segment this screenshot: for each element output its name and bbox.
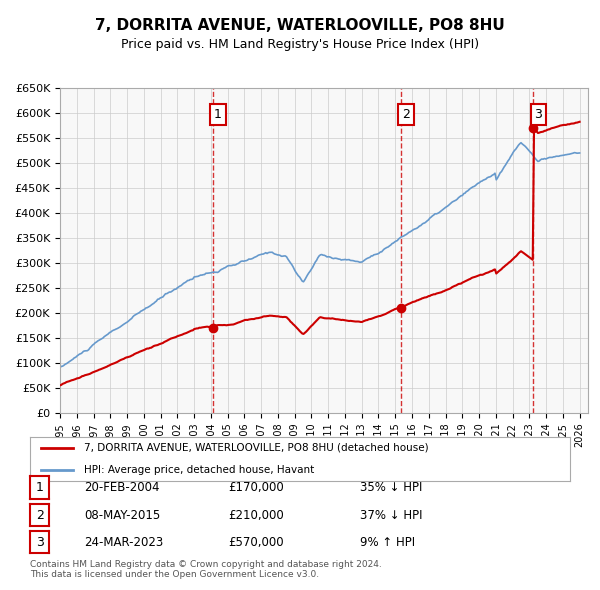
Text: Contains HM Land Registry data © Crown copyright and database right 2024.
This d: Contains HM Land Registry data © Crown c… xyxy=(30,560,382,579)
Text: 7, DORRITA AVENUE, WATERLOOVILLE, PO8 8HU (detached house): 7, DORRITA AVENUE, WATERLOOVILLE, PO8 8H… xyxy=(84,442,428,453)
Text: 7, DORRITA AVENUE, WATERLOOVILLE, PO8 8HU: 7, DORRITA AVENUE, WATERLOOVILLE, PO8 8H… xyxy=(95,18,505,32)
Text: 1: 1 xyxy=(214,108,222,121)
Text: HPI: Average price, detached house, Havant: HPI: Average price, detached house, Hava… xyxy=(84,465,314,475)
Text: £570,000: £570,000 xyxy=(228,536,284,549)
Text: 2: 2 xyxy=(35,509,44,522)
Text: 3: 3 xyxy=(35,536,44,549)
Text: £210,000: £210,000 xyxy=(228,509,284,522)
Text: £170,000: £170,000 xyxy=(228,481,284,494)
Text: 37% ↓ HPI: 37% ↓ HPI xyxy=(360,509,422,522)
Text: 2: 2 xyxy=(402,108,410,121)
Text: 1: 1 xyxy=(35,481,44,494)
Text: 24-MAR-2023: 24-MAR-2023 xyxy=(84,536,163,549)
Text: 35% ↓ HPI: 35% ↓ HPI xyxy=(360,481,422,494)
Text: 9% ↑ HPI: 9% ↑ HPI xyxy=(360,536,415,549)
Text: 20-FEB-2004: 20-FEB-2004 xyxy=(84,481,160,494)
Text: 08-MAY-2015: 08-MAY-2015 xyxy=(84,509,160,522)
Text: Price paid vs. HM Land Registry's House Price Index (HPI): Price paid vs. HM Land Registry's House … xyxy=(121,38,479,51)
Text: 3: 3 xyxy=(534,108,542,121)
